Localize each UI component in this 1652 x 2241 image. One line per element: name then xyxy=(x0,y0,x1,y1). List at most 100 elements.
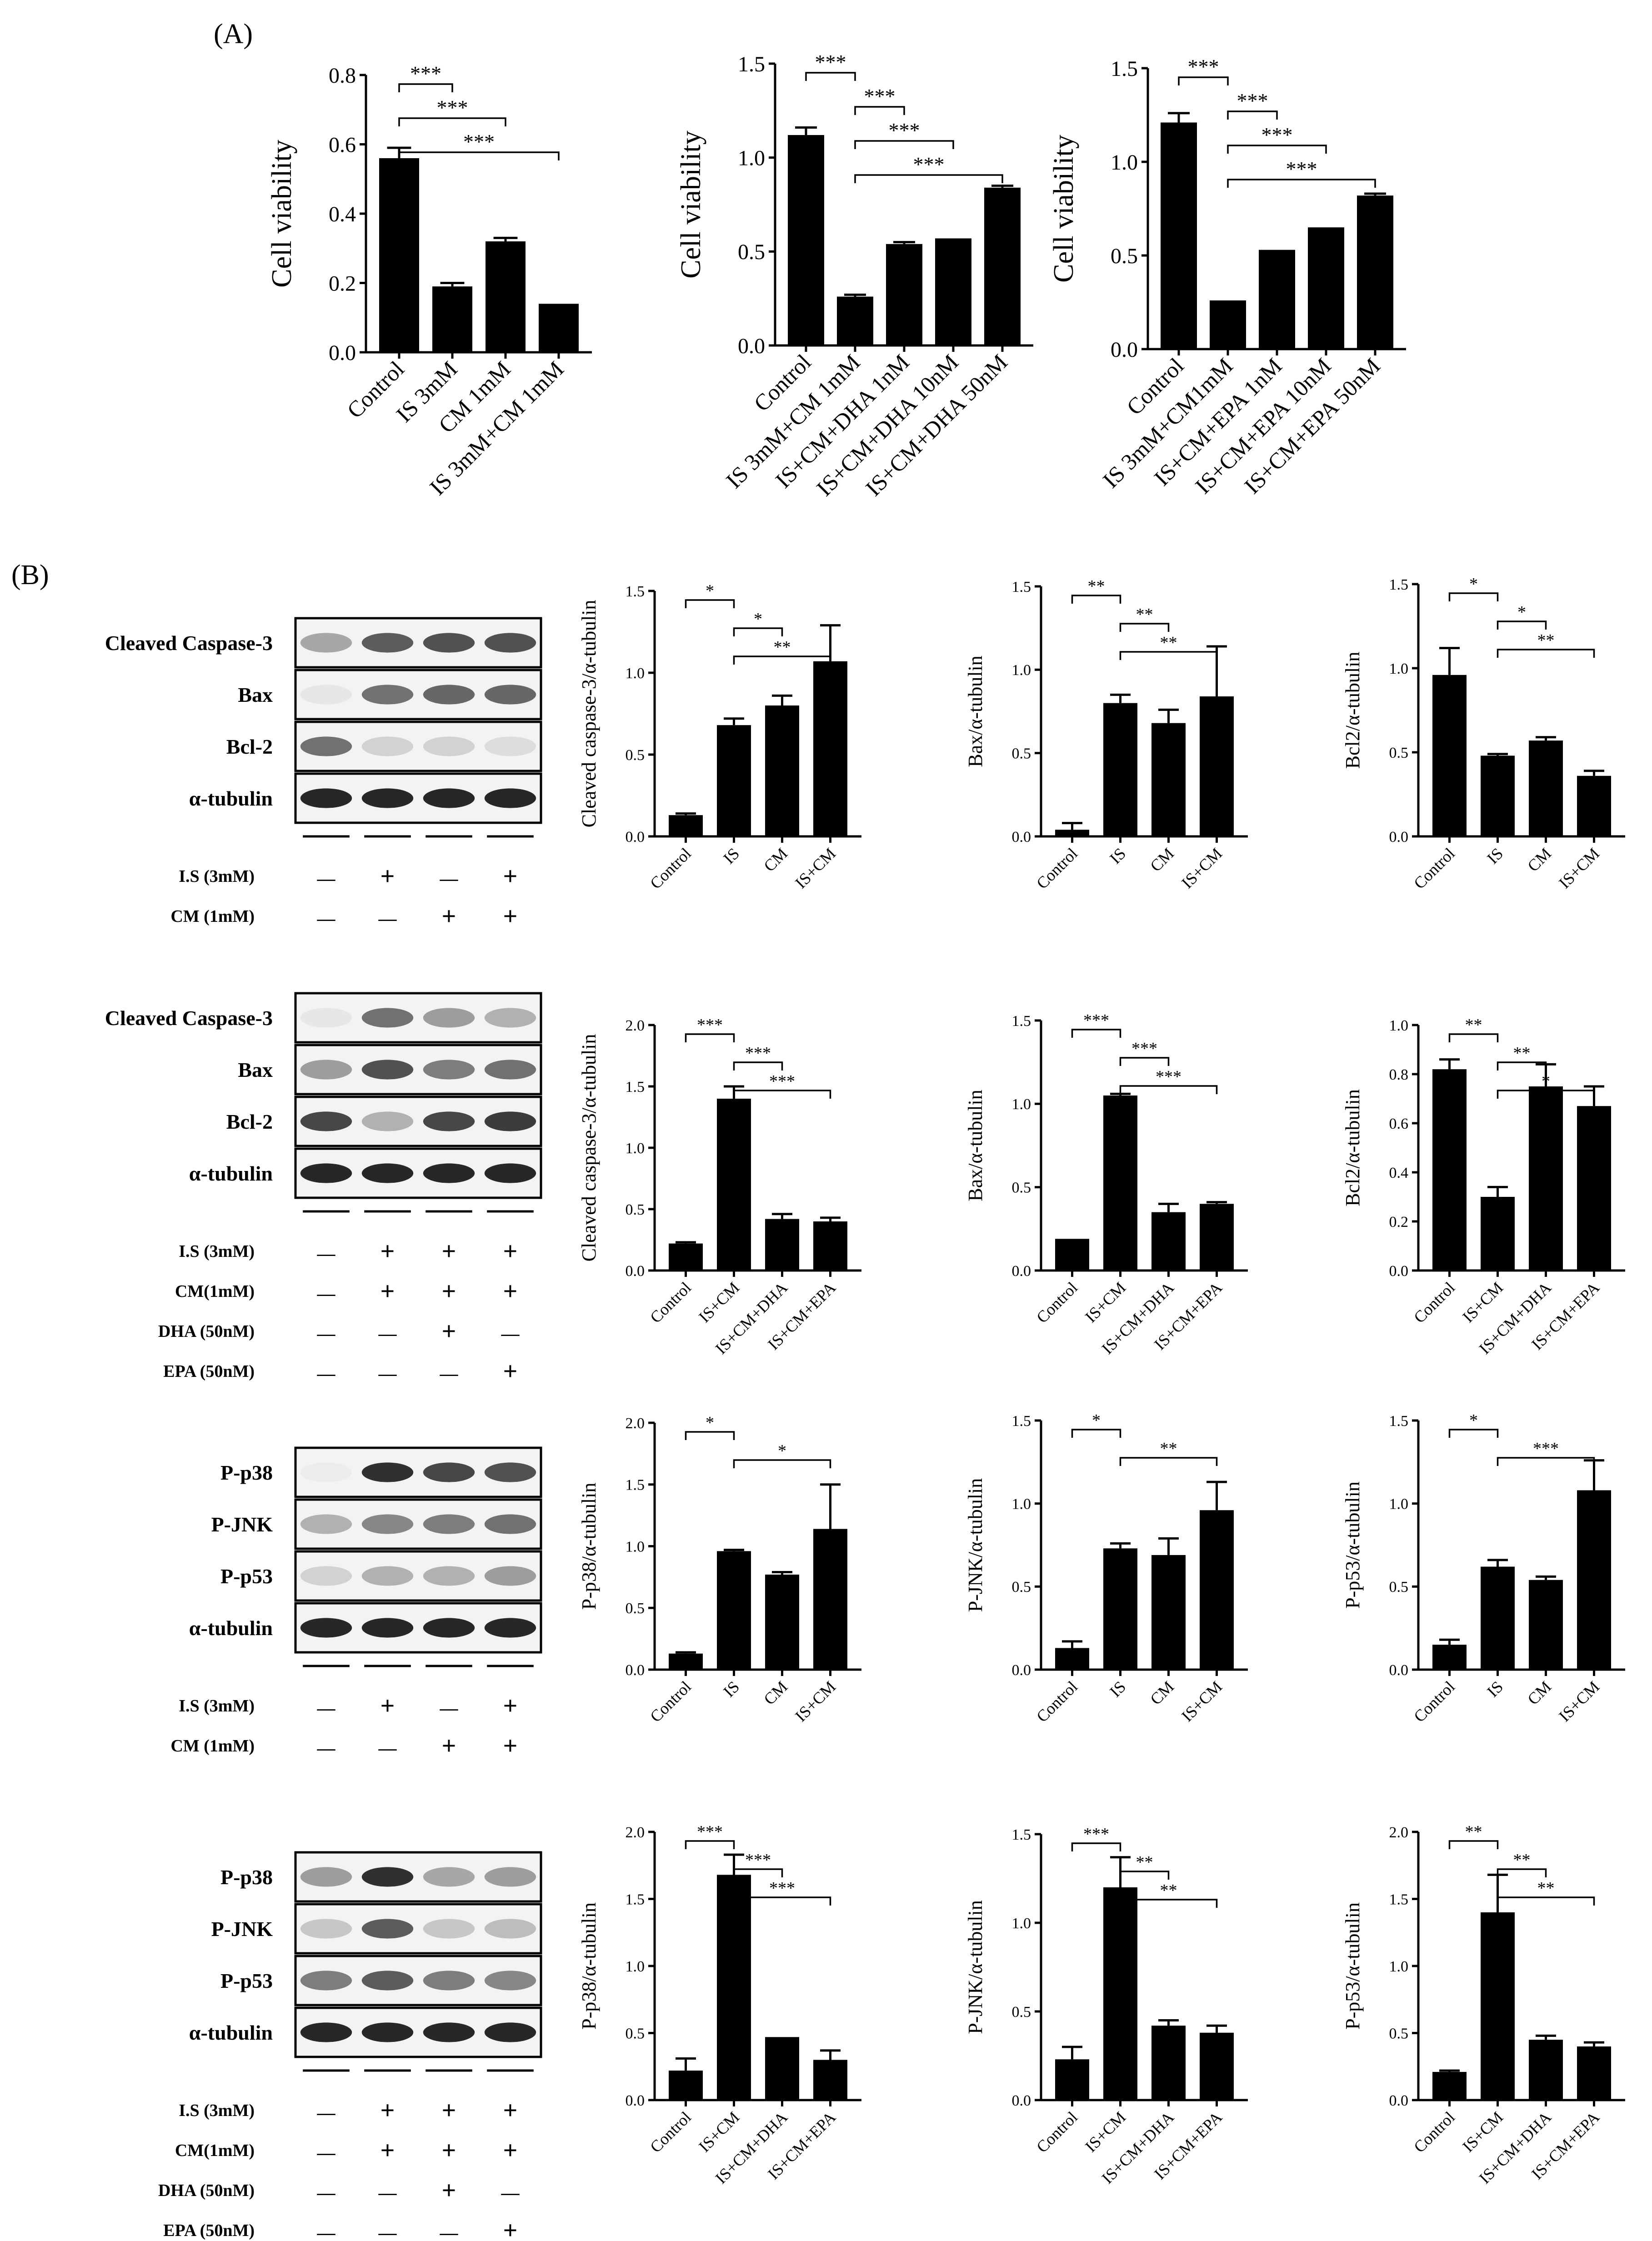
significance-bracket xyxy=(854,174,1003,183)
y-tick-label: 0.5 xyxy=(1389,1579,1409,1596)
significance-bracket xyxy=(398,151,560,160)
bar xyxy=(717,1099,751,1271)
condition-mark: + xyxy=(380,2136,395,2165)
blot-band xyxy=(361,736,414,756)
blot-band xyxy=(484,1867,536,1887)
significance-bracket xyxy=(1497,1868,1547,1877)
y-tick-label: 1.5 xyxy=(1389,1413,1409,1430)
band-label: P-JNK xyxy=(211,1513,273,1536)
blot-band xyxy=(361,685,414,705)
condition-label: EPA (50nM) xyxy=(163,1362,255,1381)
bar xyxy=(1432,2072,1467,2100)
y-tick-label: 0.5 xyxy=(1012,745,1031,762)
condition-label: CM (1mM) xyxy=(170,907,255,926)
bar xyxy=(1432,675,1467,836)
bar xyxy=(886,244,922,345)
y-tick-label: 0.8 xyxy=(329,64,356,88)
condition-mark: + xyxy=(503,1237,518,1266)
category-label: Control xyxy=(1033,2108,1081,2156)
chart-12: 0.0 0.5 1.0 1.5 P-p53/α-tubulin Control IS CM IS… xyxy=(1342,1411,1625,1726)
bar xyxy=(1577,775,1611,836)
blot-band xyxy=(423,1008,475,1028)
blot-band xyxy=(300,2022,352,2042)
blot-band xyxy=(423,1867,475,1887)
significance-label: * xyxy=(1517,603,1526,622)
category-label: Control xyxy=(646,2108,695,2156)
y-tick-label: 1.5 xyxy=(1012,1013,1031,1030)
y-tick-label: 2.0 xyxy=(1389,1824,1409,1841)
blot-band xyxy=(484,2022,536,2042)
blot-band xyxy=(300,1462,352,1482)
y-tick-label: 0.5 xyxy=(1012,1180,1031,1196)
band-label: Cleaved Caspase-3 xyxy=(105,1006,273,1030)
condition-mark: — xyxy=(378,1323,397,1344)
bar xyxy=(1432,1069,1467,1271)
significance-label: * xyxy=(1542,1072,1550,1091)
band-label: Cleaved Caspase-3 xyxy=(105,631,273,655)
band-label: Bcl-2 xyxy=(226,735,273,758)
category-label: Control xyxy=(1410,2108,1458,2156)
y-tick-label: 0.0 xyxy=(626,1263,645,1280)
band-label: P-p38 xyxy=(220,1866,273,1889)
bar xyxy=(1481,1197,1515,1271)
blot-band xyxy=(361,2022,414,2042)
significance-label: ** xyxy=(1088,577,1105,596)
y-tick-label: 0.0 xyxy=(1389,829,1409,845)
bar xyxy=(669,2071,703,2100)
blot-band xyxy=(484,1971,536,1991)
y-tick-label: 1.5 xyxy=(738,52,765,76)
y-tick-label: 0.5 xyxy=(1012,1579,1031,1596)
y-axis-label: Bax/α-tubulin xyxy=(964,1090,986,1201)
condition-label: DHA (50nM) xyxy=(158,2181,255,2200)
significance-bracket xyxy=(1448,1840,1499,1849)
condition-mark: + xyxy=(380,1277,395,1306)
band-label: Bcl-2 xyxy=(226,1110,273,1133)
bar xyxy=(717,1551,751,1670)
y-axis-label: Cleaved caspase-3/α-tubulin xyxy=(578,1034,600,1262)
bar xyxy=(1481,1566,1515,1670)
significance-label: *** xyxy=(1533,1439,1559,1458)
category-label: IS xyxy=(1483,844,1507,867)
blot-band xyxy=(423,1971,475,1991)
y-tick-label: 1.5 xyxy=(1012,1413,1031,1430)
y-tick-label: 2.0 xyxy=(626,1415,645,1432)
blot-band xyxy=(423,1566,475,1586)
significance-label: *** xyxy=(913,153,945,176)
y-tick-label: 1.0 xyxy=(1012,1915,1031,1932)
significance-label: *** xyxy=(815,50,846,74)
bar xyxy=(813,1529,847,1670)
bar xyxy=(788,135,824,345)
condition-mark: + xyxy=(503,1357,518,1386)
y-tick-label: 0.0 xyxy=(1389,1662,1409,1679)
condition-mark: — xyxy=(378,908,397,929)
y-axis-label: P-p38/α-tubulin xyxy=(578,1483,600,1610)
significance-bracket xyxy=(1497,649,1595,658)
y-tick-label: 0.0 xyxy=(626,1662,645,1679)
significance-label: *** xyxy=(1156,1067,1181,1086)
y-tick-label: 0.5 xyxy=(1111,244,1138,268)
significance-bracket xyxy=(805,72,856,81)
y-tick-label: 1.5 xyxy=(1111,57,1138,81)
y-tick-label: 0.0 xyxy=(1012,1662,1031,1679)
y-tick-label: 0.5 xyxy=(626,747,645,764)
blot-band xyxy=(300,1919,352,1939)
significance-label: ** xyxy=(1160,1881,1177,1900)
significance-label: ** xyxy=(774,638,791,657)
condition-mark: — xyxy=(378,1738,397,1758)
category-label: IS+CM xyxy=(1555,844,1603,892)
blot-band xyxy=(300,1514,352,1534)
category-label: Control xyxy=(1410,1677,1458,1726)
category-label: IS+CM xyxy=(791,844,839,892)
chart-9: 0.0 0.2 0.4 0.6 0.8 1.0 Bcl2/α-tubulin Control I… xyxy=(1342,1015,1625,1358)
significance-bracket xyxy=(733,1868,783,1877)
y-tick-label: 0.0 xyxy=(1012,829,1031,845)
blot-band xyxy=(484,788,536,808)
significance-bracket xyxy=(398,83,453,92)
condition-mark: — xyxy=(378,1363,397,1384)
condition-mark: + xyxy=(503,2096,518,2125)
category-label: Control xyxy=(646,1677,695,1726)
